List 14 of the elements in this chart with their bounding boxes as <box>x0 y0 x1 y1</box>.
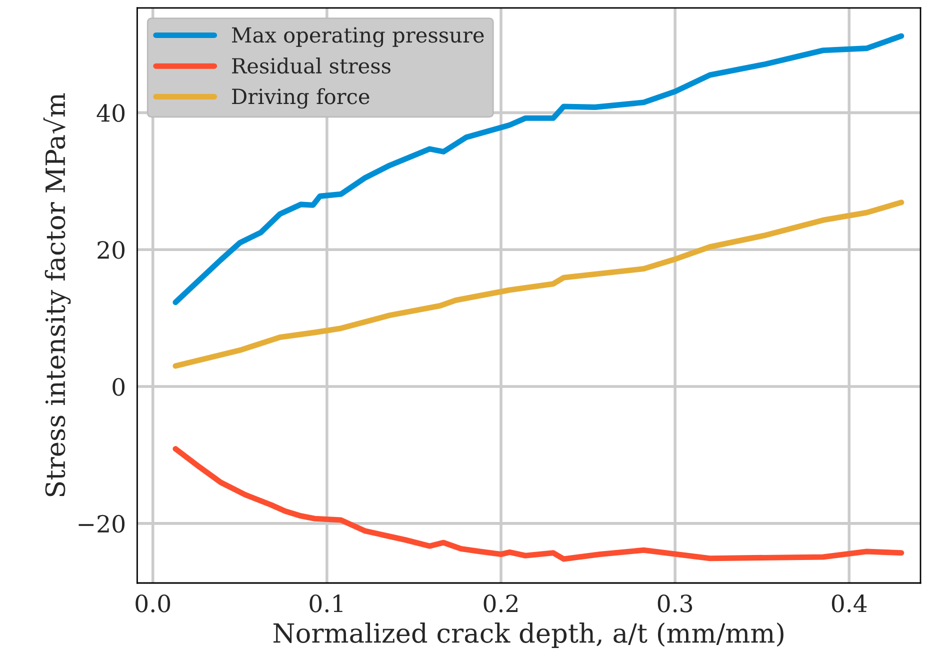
y-tick-label: 40 <box>96 104 125 122</box>
x-axis-title: Normalized crack depth, a/t (mm/mm) <box>274 622 784 648</box>
x-tick-label: 0.3 <box>658 594 692 612</box>
legend-label: Residual stress <box>232 58 390 74</box>
x-tick-label: 0.1 <box>310 594 342 612</box>
y-tick-label: 20 <box>98 241 125 259</box>
x-tick-label: 0.4 <box>832 594 867 612</box>
legend-label: Max operating pressure <box>232 27 484 48</box>
y-axis-title: Stress intensity factor MPa√m <box>43 93 71 496</box>
x-tick-label: 0.2 <box>484 594 518 612</box>
x-tick-label: 0.0 <box>136 594 170 612</box>
y-tick-label: −20 <box>78 514 125 533</box>
legend-label: Driving force <box>232 88 370 109</box>
y-tick-label: 0 <box>112 378 125 396</box>
